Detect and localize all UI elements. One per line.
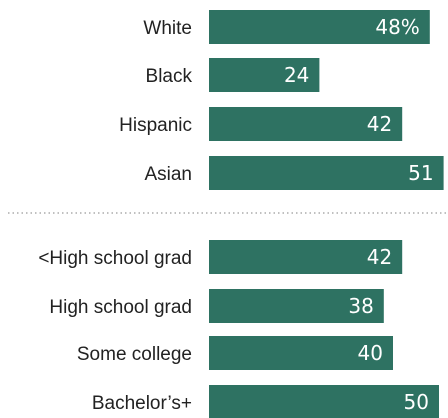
bar [209,107,403,141]
value-label: 48% [375,15,419,39]
bar [209,10,430,44]
value-label: 50 [404,390,429,414]
category-label: Asian [144,164,192,185]
value-label: 40 [358,341,383,365]
bar [209,336,393,370]
value-label: 42 [367,245,392,269]
category-label: Black [146,66,193,87]
category-label: Hispanic [119,115,192,136]
bar [209,289,384,323]
value-label: 42 [367,112,392,136]
category-label: Some college [77,344,192,365]
bars-layer: White 48% Black 24 Hispanic 42 Asian 51 <High sc… [38,10,444,418]
bar [209,58,320,92]
category-label: High school grad [49,297,192,318]
bar [209,156,444,190]
category-label: Bachelor’s+ [92,393,192,414]
value-label: 51 [408,161,433,185]
value-label: 24 [284,63,309,87]
bar [209,385,439,418]
category-label: White [143,18,192,39]
category-label: <High school grad [38,248,192,269]
value-label: 38 [348,294,373,318]
bar [209,240,403,274]
